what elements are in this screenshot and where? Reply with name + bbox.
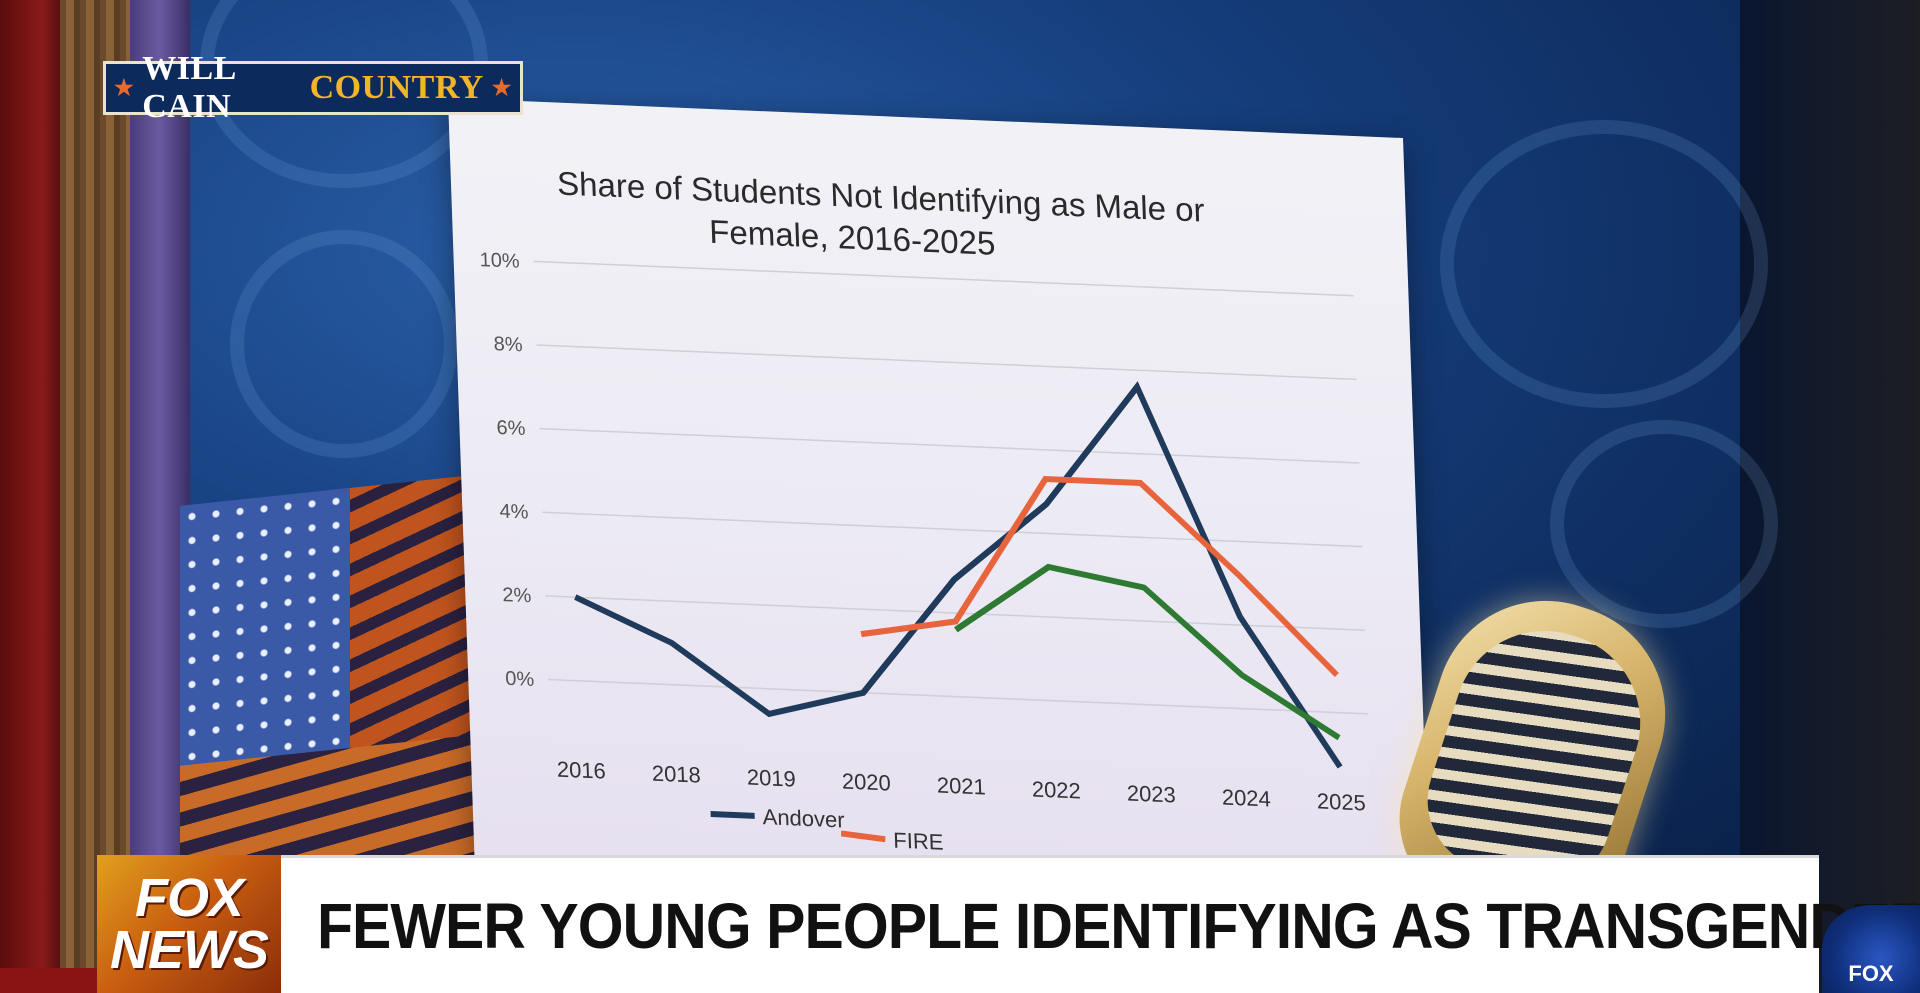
fox-logo-line1: FOX	[134, 868, 244, 928]
gridline	[539, 427, 1360, 464]
headline-text: FEWER YOUNG PEOPLE IDENTIFYING AS TRANSG…	[317, 889, 1920, 962]
background-swirl	[1550, 420, 1778, 628]
gridline	[545, 595, 1366, 632]
x-tick-label: 2019	[746, 765, 796, 792]
y-tick-label: 2%	[502, 584, 532, 607]
x-tick-label: 2021	[936, 773, 986, 800]
series-line-1	[860, 475, 1339, 677]
star-icon: ★	[491, 75, 512, 100]
lower-third-banner: FOX NEWS FEWER YOUNG PEOPLE IDENTIFYING …	[97, 855, 1920, 993]
y-tick-label: 8%	[493, 333, 523, 356]
network-bug-text: FOX	[1848, 961, 1894, 986]
legend-swatch-andover	[710, 810, 755, 819]
gridline	[533, 260, 1354, 297]
fox-logo-line2: NEWS	[110, 920, 269, 980]
x-tick-label: 2023	[1126, 780, 1176, 807]
x-tick-label: 2020	[841, 769, 891, 796]
y-tick-label: 10%	[479, 249, 520, 273]
set-wood-panel	[60, 0, 130, 993]
background-swirl	[1440, 120, 1768, 408]
show-logo: ★ WILL CAIN COUNTRY ★	[103, 50, 523, 125]
background-swirl	[230, 230, 458, 458]
y-tick-label: 4%	[499, 500, 529, 523]
x-tick-label: 2024	[1221, 784, 1271, 811]
legend-swatch-fire	[840, 830, 886, 843]
x-tick-label: 2022	[1031, 777, 1081, 804]
gridline	[536, 344, 1357, 381]
gridline	[548, 678, 1369, 715]
headline-bar: FEWER YOUNG PEOPLE IDENTIFYING AS TRANSG…	[281, 855, 1920, 993]
legend-label-andover: Andover	[762, 804, 845, 832]
gridline	[542, 511, 1363, 548]
line-chart: Share of Students Not Identifying as Mal…	[479, 164, 1369, 855]
chart-board: Share of Students Not Identifying as Mal…	[448, 98, 1430, 899]
y-tick-label: 0%	[505, 668, 535, 691]
set-red-wall	[0, 0, 70, 993]
legend-label-fire: FIRE	[893, 828, 944, 855]
x-tick-label: 2016	[556, 757, 606, 784]
show-logo-name: WILL CAIN	[142, 50, 235, 125]
network-bug-logo: FOX	[1822, 905, 1920, 993]
x-tick-label: 2025	[1316, 788, 1366, 815]
fox-news-logo: FOX NEWS	[97, 855, 281, 993]
series-line-2	[954, 563, 1341, 741]
chart-title-line2: Female, 2016-2025	[709, 213, 996, 262]
show-logo-country: COUNTRY	[309, 69, 484, 106]
x-tick-label: 2018	[651, 761, 701, 788]
star-icon: ★	[114, 75, 135, 100]
ticker-strip	[0, 968, 97, 993]
american-flag-image	[180, 474, 480, 886]
y-tick-label: 6%	[496, 417, 526, 440]
chart-title-line1: Share of Students Not Identifying as Mal…	[556, 164, 1205, 228]
